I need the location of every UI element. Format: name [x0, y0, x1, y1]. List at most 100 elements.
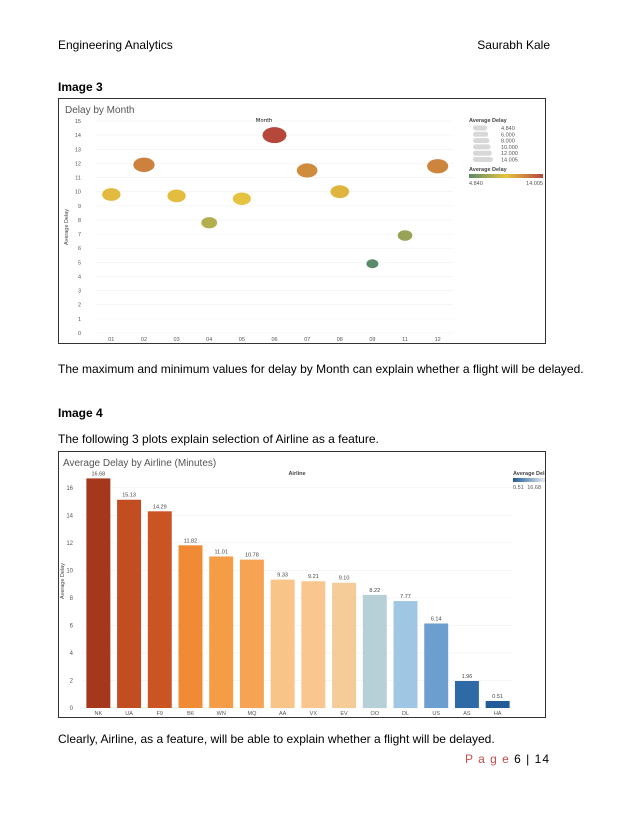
chart2-value-label: 11.82: [184, 538, 197, 544]
chart2-xtick: MQ: [247, 711, 257, 717]
chart1-ytick: 9: [78, 204, 81, 210]
chart2-value-label: 0.51: [492, 694, 503, 700]
chart1-xtick: 07: [304, 337, 310, 343]
chart1-point: [102, 188, 121, 201]
chart1-size-legend-swatch: [473, 125, 487, 131]
chart2-bar: [239, 559, 264, 708]
header-right: Saurabh Kale: [477, 38, 550, 52]
chart1-xtick: 12: [435, 337, 441, 343]
chart2-bar: [393, 601, 418, 708]
image3-caption: Image 3: [58, 80, 103, 94]
chart1-ylabel: Average Delay: [64, 209, 70, 245]
chart2-xtick: AA: [279, 711, 287, 717]
chart2-header-label: Airline: [288, 471, 305, 477]
image4-conclusion: Clearly, Airline, as a feature, will be …: [58, 732, 495, 746]
chart1-size-legend-swatch: [473, 138, 490, 144]
chart1-color-legend-min: 4.840: [469, 181, 483, 187]
chart2-xtick: B6: [187, 711, 194, 717]
page-footer: P a g e 6 | 14: [465, 752, 550, 766]
chart2-value-label: 9.33: [277, 573, 288, 579]
chart1-ytick: 7: [78, 232, 81, 238]
chart2-bar: [362, 594, 387, 708]
chart1-color-legend-title: Average Delay: [469, 167, 508, 173]
chart1-size-legend-value: 12.000: [501, 151, 518, 157]
chart2-value-label: 7.77: [400, 594, 411, 600]
chart1-size-legend-swatch: [473, 150, 492, 156]
chart2-value-label: 1.96: [462, 674, 473, 680]
chart1-point: [397, 230, 413, 241]
chart2-xtick: UA: [125, 711, 133, 717]
chart2-bar: [147, 511, 172, 708]
chart1-ytick: 11: [75, 176, 81, 182]
chart1-ytick: 13: [75, 147, 81, 153]
chart1-size-legend-swatch: [473, 131, 489, 137]
chart1-point: [201, 217, 218, 229]
chart1-point: [262, 127, 287, 144]
chart2-legend-title: Average Delay: [513, 471, 545, 477]
delay-by-airline-chart: Average Delay by Airline (Minutes) Airlin…: [58, 451, 546, 718]
chart2-bar: [178, 545, 203, 708]
chart2-ytick: 8: [70, 596, 74, 602]
chart1-color-legend-max: 14.005: [526, 181, 543, 187]
chart1-xtick: 02: [141, 337, 147, 343]
chart2-ytick: 0: [70, 706, 74, 712]
chart1-ytick: 14: [75, 133, 81, 139]
image4-intro: The following 3 plots explain selection …: [58, 432, 379, 446]
chart2-value-label: 15.13: [122, 493, 136, 499]
chart2-xtick: NK: [95, 711, 103, 717]
chart1-size-legend-value: 6.000: [501, 132, 515, 138]
chart1-xtick: 09: [369, 337, 375, 343]
chart1-point: [133, 157, 155, 173]
chart2-ytick: 6: [70, 623, 74, 629]
chart2-ytick: 2: [70, 678, 74, 684]
chart2-value-label: 9.21: [308, 574, 319, 580]
chart2-title: Average Delay by Airline (Minutes): [63, 458, 216, 469]
page-number: 6: [514, 752, 522, 766]
chart2-xtick: US: [432, 711, 440, 717]
chart1-xtick: 11: [402, 337, 408, 343]
chart2-value-label: 10.78: [245, 553, 259, 559]
chart1-point: [366, 259, 379, 269]
chart2-ytick: 14: [66, 513, 73, 519]
chart2-ytick: 16: [66, 486, 73, 492]
chart2-xtick: EV: [340, 711, 348, 717]
chart1-ytick: 6: [78, 246, 81, 252]
chart1-ytick: 1: [78, 317, 81, 323]
chart2-bar: [86, 478, 111, 708]
chart1-ytick: 3: [78, 289, 81, 295]
chart1-ytick: 5: [78, 260, 81, 266]
chart2-legend-min: 0.51: [513, 485, 524, 491]
chart2-ylabel: Average Delay: [60, 563, 66, 599]
chart1-point: [232, 192, 251, 206]
chart2-ytick: 4: [70, 651, 74, 657]
chart1-size-legend-value: 8.000: [501, 139, 515, 145]
page-separator: |: [526, 752, 531, 766]
chart1-size-legend-value: 4.840: [501, 126, 515, 132]
chart1-ytick: 2: [78, 303, 81, 309]
chart1-xtick: 06: [271, 337, 277, 343]
chart2-xtick: VX: [310, 711, 318, 717]
chart1-xtick: 05: [239, 337, 245, 343]
chart1-size-legend-swatch: [473, 157, 493, 162]
chart1-ytick: 0: [78, 331, 81, 337]
chart1-xtick: 08: [337, 337, 343, 343]
delay-by-airline-svg: Average Delay by Airline (Minutes) Airlin…: [60, 458, 545, 717]
chart2-ytick: 10: [66, 568, 73, 574]
chart2-value-label: 9.10: [339, 576, 350, 582]
chart1-point: [167, 189, 186, 203]
chart1-title: Delay by Month: [65, 105, 134, 116]
chart2-value-label: 14.29: [153, 504, 167, 510]
chart2-value-label: 16.68: [91, 471, 105, 477]
chart2-bar: [424, 623, 449, 708]
chart1-size-legend-swatch: [473, 144, 491, 150]
chart1-ytick: 12: [75, 161, 81, 167]
chart2-bar: [117, 499, 142, 708]
page-word: P a g e: [464, 752, 510, 766]
chart2-legend-max: 16.68: [527, 485, 541, 491]
chart1-ytick: 15: [75, 119, 81, 125]
delay-by-month-chart: Delay by Month Month 0 1 2 3 4 5 6 7 8 9 10 11 12 13 14 1…: [58, 98, 546, 344]
chart2-value-label: 8.22: [369, 588, 380, 594]
chart1-xtick: 01: [108, 337, 114, 343]
chart2-legend-bar: [513, 478, 545, 482]
chart2-ytick: 12: [66, 541, 73, 547]
